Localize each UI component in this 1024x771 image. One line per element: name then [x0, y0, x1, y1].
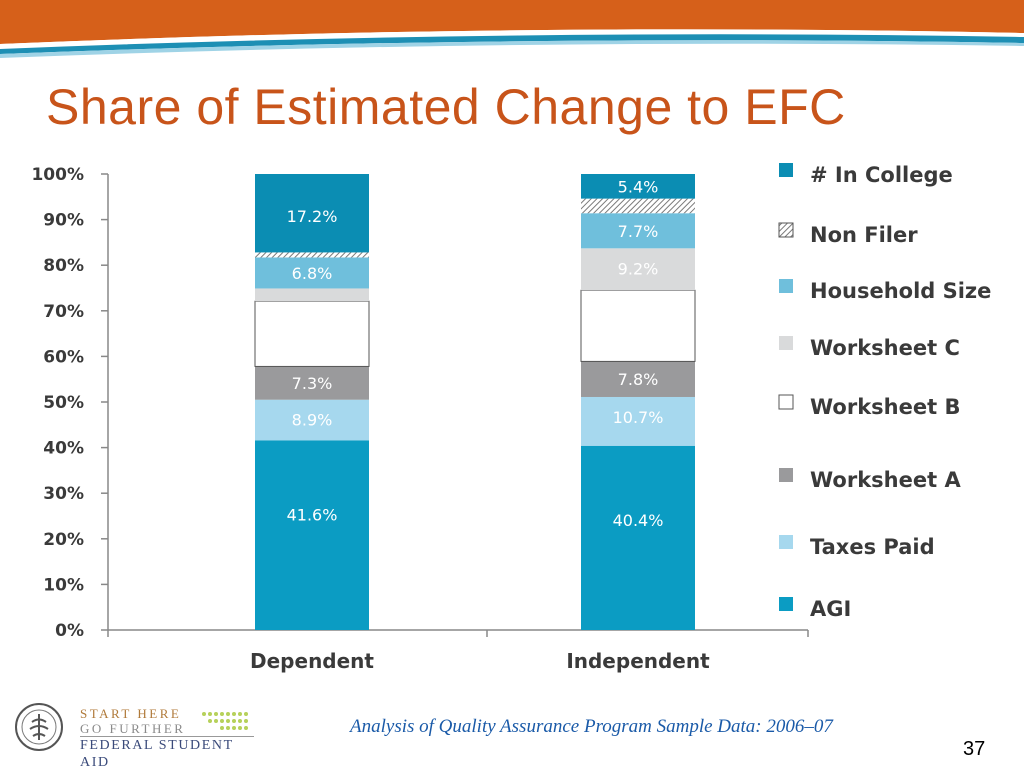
data-label-dependent-non-filer: 1.1% — [375, 252, 419, 271]
legend-swatch-worksheet-c — [779, 336, 793, 350]
y-tick-label: 90% — [43, 211, 84, 231]
logo-line-start-here: START HERE — [80, 706, 182, 721]
bar-segment-dependent-in-college — [255, 174, 369, 253]
data-label-dependent-worksheet-a: 7.3% — [292, 374, 333, 393]
bar-segment-independent-worksheet-a — [581, 361, 695, 397]
data-label-dependent-agi: 41.6% — [287, 505, 338, 524]
y-tick-label: 100% — [31, 165, 84, 185]
department-seal-icon — [15, 703, 63, 751]
legend-label-in-college: # In College — [810, 163, 953, 187]
legend-label-taxes-paid: Taxes Paid — [810, 535, 935, 559]
chart-legend: # In College Non Filer Household Size Works… — [778, 163, 991, 621]
header-band — [0, 0, 1024, 58]
source-note: Analysis of Quality Assurance Program Sa… — [350, 716, 833, 737]
federal-student-aid-logo: START HERE GO FURTHER FEDERAL STUDENT AI… — [14, 702, 254, 770]
data-label-independent-household-size: 7.7% — [618, 222, 659, 241]
legend-swatch-non-filer — [778, 222, 794, 238]
bar-segment-independent-taxes-paid — [581, 396, 695, 446]
legend-swatch-worksheet-a — [779, 468, 793, 482]
y-tick-label: 0% — [55, 621, 84, 641]
bar-segment-dependent-household-size — [255, 257, 369, 289]
data-label-dependent-in-college: 17.2% — [287, 207, 338, 226]
bar-segment-independent-household-size — [581, 213, 695, 249]
x-category-label: Dependent — [250, 649, 374, 673]
data-label-independent-non-filer: 3.2% — [701, 199, 745, 218]
logo-dots-icon — [202, 712, 248, 730]
y-tick-label: 20% — [43, 530, 84, 550]
slide-title: Share of Estimated Change to EFC — [46, 79, 846, 135]
bar-segment-dependent-agi — [255, 440, 369, 630]
data-label-dependent-household-size: 6.8% — [292, 264, 333, 283]
legend-label-worksheet-a: Worksheet A — [810, 468, 961, 492]
legend-label-worksheet-c: Worksheet C — [810, 336, 960, 360]
y-tick-label: 50% — [43, 393, 84, 413]
bar-segment-independent-agi — [581, 445, 695, 630]
legend-label-non-filer: Non Filer — [810, 223, 918, 247]
legend-swatch-taxes-paid — [779, 535, 793, 549]
bar-segment-independent-worksheet-c — [581, 248, 695, 291]
y-tick-label: 70% — [43, 302, 84, 322]
bar-segment-independent-non-filer — [581, 198, 695, 214]
legend-label-agi: AGI — [810, 597, 851, 621]
bar-segment-dependent-non-filer — [255, 252, 369, 258]
data-label-independent-in-college: 5.4% — [618, 177, 659, 196]
chart-axes: 0% 10% 20% 30% 40% 50% 60% 70% 80% 90% 100% Depende… — [31, 165, 809, 673]
legend-swatch-agi — [779, 597, 793, 611]
bar-segment-independent-worksheet-b — [580, 289, 696, 362]
y-tick-label: 60% — [43, 347, 84, 367]
y-tick-label: 40% — [43, 439, 84, 459]
legend-swatch-household-size — [779, 279, 793, 293]
legend-swatch-in-college — [779, 163, 793, 177]
bar-segment-independent-in-college — [581, 174, 695, 199]
data-label-independent-worksheet-a: 7.8% — [618, 370, 659, 389]
logo-line-federal-student-aid: FEDERAL STUDENT AID — [80, 736, 254, 771]
legend-swatch-worksheet-b — [778, 394, 794, 410]
bar-segment-dependent-worksheet-b — [254, 300, 370, 367]
bar-segment-dependent-worksheet-c — [255, 288, 369, 302]
bar-segment-dependent-worksheet-a — [255, 366, 369, 400]
data-label-dependent-worksheet-c: 2.8% — [375, 290, 419, 309]
y-tick-label: 80% — [43, 256, 84, 276]
data-label-dependent-taxes-paid: 8.9% — [292, 411, 333, 430]
chart-bars: 41.6% 8.9% 7.3% 14.3% 2.8% 6.8% 1.1% 17.2% 40.4%… — [254, 174, 745, 630]
slide-number: 37 — [963, 738, 986, 760]
data-label-independent-agi: 40.4% — [613, 511, 664, 530]
x-category-label: Independent — [566, 649, 710, 673]
data-label-dependent-worksheet-b: 14.3% — [287, 312, 338, 331]
y-tick-label: 10% — [43, 575, 84, 595]
data-label-independent-worksheet-c: 9.2% — [618, 259, 659, 278]
stacked-bar-chart: 0% 10% 20% 30% 40% 50% 60% 70% 80% 90% 100% Depende… — [31, 163, 991, 673]
data-label-independent-worksheet-b: 15.6% — [613, 301, 664, 320]
legend-label-worksheet-b: Worksheet B — [810, 395, 960, 419]
data-label-independent-taxes-paid: 10.7% — [613, 408, 664, 427]
y-tick-label: 30% — [43, 484, 84, 504]
logo-line-go-further: GO FURTHER — [80, 721, 186, 736]
legend-label-household-size: Household Size — [810, 279, 991, 303]
bar-segment-dependent-taxes-paid — [255, 399, 369, 441]
